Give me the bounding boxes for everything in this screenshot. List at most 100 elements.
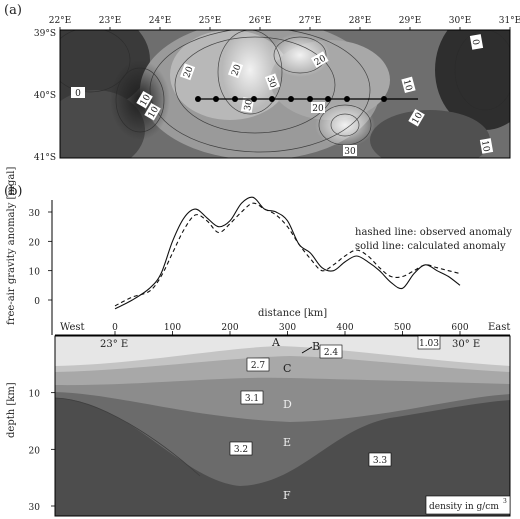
distance-tick-label: 200 xyxy=(221,323,238,333)
map-lat-ticks: 39°S 40°S 41°S xyxy=(34,29,56,163)
lon-right-label: 30° E xyxy=(452,339,480,350)
svg-text:30: 30 xyxy=(243,98,255,111)
lon-tick-label: 23°E xyxy=(99,16,122,26)
lat-tick-label: 39°S xyxy=(34,29,56,39)
lon-tick-label: 28°E xyxy=(349,16,372,26)
lon-tick-label: 25°E xyxy=(199,16,222,26)
layer-b-label: B xyxy=(312,340,320,353)
profile-point xyxy=(307,96,313,102)
legend-solid: solid line: calculated anomaly xyxy=(355,241,506,252)
contour-label: 0 xyxy=(71,87,85,99)
lon-tick-label: 29°E xyxy=(399,16,422,26)
profile-point xyxy=(269,96,275,102)
distance-tick-label: 400 xyxy=(336,323,353,333)
svg-text:3.3: 3.3 xyxy=(373,456,388,466)
svg-text:2.7: 2.7 xyxy=(251,361,266,371)
distance-tick-label: 0 xyxy=(112,323,118,333)
svg-text:3.1: 3.1 xyxy=(245,394,259,404)
lat-tick-label: 41°S xyxy=(34,153,56,163)
map-lon-ticks: 22°E 23°E 24°E 25°E 26°E 27°E 28°E 29°E 30°E 31°E xyxy=(49,16,520,30)
lon-tick-label: 26°E xyxy=(249,16,272,26)
gravity-tick-label: 10 xyxy=(29,268,41,278)
distance-ticks: 0 100 200 300 400 500 600 xyxy=(112,323,469,335)
distance-tick-label: 500 xyxy=(394,323,411,333)
lon-left-label: 23° E xyxy=(100,339,128,350)
density-box: 1.03 xyxy=(417,335,441,350)
depth-tick-label: 30 xyxy=(29,503,41,513)
gravity-ylabel: free-air gravity anomaly [mgal] xyxy=(6,167,17,325)
density-note-text: density in g/cm xyxy=(429,502,499,512)
svg-text:20: 20 xyxy=(230,63,243,77)
profile-point xyxy=(381,96,387,102)
profile-point xyxy=(344,96,350,102)
depth-ylabel: depth [km] xyxy=(6,382,17,438)
contour-label: 30 xyxy=(240,97,255,113)
profile-point xyxy=(195,96,201,102)
layer-a-label: A xyxy=(271,336,281,349)
density-box: 2.4 xyxy=(319,344,343,359)
gravity-y-axis: 0 10 20 30 xyxy=(29,200,53,335)
contour-label: 20 xyxy=(179,63,196,81)
svg-text:10: 10 xyxy=(479,140,491,153)
profile-point xyxy=(288,96,294,102)
contour-label: 20 xyxy=(227,61,244,79)
cross-section xyxy=(55,336,510,516)
profile-point xyxy=(251,96,257,102)
lon-tick-label: 31°E xyxy=(499,16,520,26)
svg-text:20: 20 xyxy=(182,65,195,79)
observed-anomaly-line xyxy=(114,202,461,307)
layer-e-label: E xyxy=(283,436,291,449)
profile-point xyxy=(213,96,219,102)
density-note: density in g/cm 3 xyxy=(425,495,511,515)
map-frame xyxy=(59,29,511,159)
distance-tick-label: 600 xyxy=(451,323,468,333)
svg-text:30: 30 xyxy=(344,147,356,157)
section-frame xyxy=(54,335,511,517)
contour-label: 20 xyxy=(311,102,325,114)
contour-label: 10 xyxy=(479,138,494,154)
gravity-tick-label: 0 xyxy=(34,297,40,307)
density-note-sup: 3 xyxy=(503,498,507,505)
lon-tick-label: 30°E xyxy=(449,16,472,26)
svg-text:1.03: 1.03 xyxy=(419,339,439,349)
svg-text:10: 10 xyxy=(401,78,414,92)
svg-text:20: 20 xyxy=(312,104,324,114)
lon-tick-label: 24°E xyxy=(149,16,172,26)
depth-tick-label: 20 xyxy=(29,446,41,456)
panel-a-label: (a) xyxy=(4,3,22,18)
west-label: West xyxy=(60,322,85,333)
density-box: 3.1 xyxy=(240,390,264,405)
lon-tick-label: 22°E xyxy=(49,16,72,26)
gravity-map xyxy=(60,30,510,158)
profile-point xyxy=(232,96,238,102)
contour-label: 30 xyxy=(343,145,357,157)
calculated-anomaly-line xyxy=(114,196,461,310)
distance-label: distance [km] xyxy=(258,308,327,319)
panel-b-label: (b) xyxy=(4,184,22,199)
depth-y-axis: 10 20 30 xyxy=(29,390,55,513)
contour-label: 10 xyxy=(401,76,416,94)
svg-text:0: 0 xyxy=(470,38,481,46)
lat-tick-label: 40°S xyxy=(34,91,56,101)
density-boxes: 2.4 2.7 3.1 3.2 3.3 1.03 xyxy=(229,335,441,467)
gravity-lines xyxy=(114,196,461,310)
svg-text:3.2: 3.2 xyxy=(234,445,248,455)
legend-hashed: hashed line: observed anomaly xyxy=(355,227,512,238)
density-box: 3.2 xyxy=(229,441,253,456)
layer-d-label: D xyxy=(283,398,292,411)
svg-text:2.4: 2.4 xyxy=(324,348,339,358)
gravity-tick-label: 20 xyxy=(29,238,41,248)
east-label: East xyxy=(488,322,510,333)
distance-tick-label: 300 xyxy=(279,323,296,333)
layer-f-label: F xyxy=(283,489,291,502)
layer-c-label: C xyxy=(283,362,291,375)
layer-b-arrow xyxy=(301,346,313,354)
depth-tick-label: 10 xyxy=(29,390,41,400)
profile-line xyxy=(195,96,418,102)
lon-tick-label: 27°E xyxy=(299,16,322,26)
svg-text:30: 30 xyxy=(264,75,277,89)
density-box: 3.3 xyxy=(368,452,392,467)
distance-tick-label: 100 xyxy=(164,323,181,333)
profile-point xyxy=(325,96,331,102)
